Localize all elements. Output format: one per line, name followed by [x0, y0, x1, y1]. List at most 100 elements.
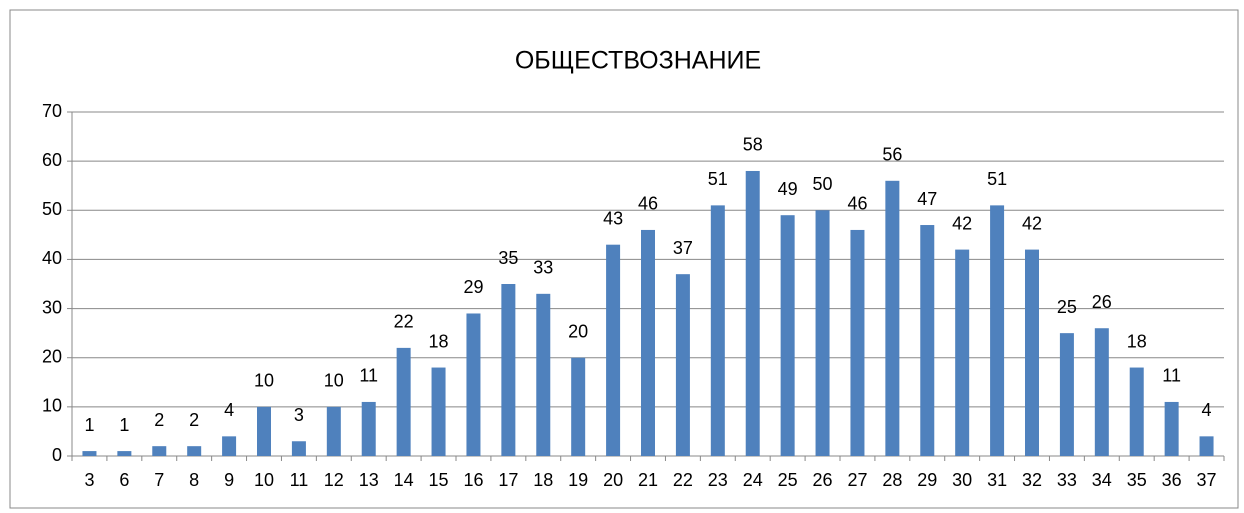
data-label: 4	[224, 400, 234, 420]
data-label: 47	[917, 189, 937, 209]
bar	[606, 244, 621, 456]
x-tick-label: 7	[154, 470, 164, 490]
data-label: 29	[463, 277, 483, 297]
x-tick-label: 17	[498, 470, 518, 490]
bar	[710, 205, 725, 456]
x-tick-label: 9	[224, 470, 234, 490]
x-tick-label: 36	[1162, 470, 1182, 490]
data-label: 33	[533, 258, 553, 278]
bar	[396, 347, 411, 456]
x-tick-label: 32	[1022, 470, 1042, 490]
data-label: 3	[294, 405, 304, 425]
bar	[641, 229, 655, 456]
data-label: 22	[394, 312, 414, 332]
y-tick-label: 0	[52, 445, 62, 465]
data-label: 25	[1057, 297, 1077, 317]
bar	[990, 205, 1005, 456]
y-tick-label: 60	[42, 150, 62, 170]
data-label: 11	[1162, 366, 1181, 386]
bar	[1199, 436, 1214, 456]
x-tick-label: 15	[429, 470, 449, 490]
x-tick-label: 10	[254, 470, 274, 490]
data-label: 2	[154, 410, 164, 430]
x-tick-label: 8	[189, 470, 199, 490]
data-label: 42	[1022, 213, 1042, 233]
x-tick-label: 19	[568, 470, 588, 490]
bar	[920, 225, 935, 456]
data-label: 35	[498, 248, 518, 268]
x-tick-label: 29	[917, 470, 937, 490]
y-tick-label: 70	[42, 101, 62, 121]
bar	[361, 401, 376, 456]
data-label: 46	[847, 194, 867, 214]
x-tick-label: 13	[359, 470, 379, 490]
bar	[152, 446, 167, 456]
data-label: 56	[882, 145, 902, 165]
x-tick-label: 33	[1057, 470, 1077, 490]
bar	[291, 441, 306, 456]
bar	[1059, 333, 1074, 456]
x-tick-label: 27	[847, 470, 867, 490]
x-tick-label: 18	[533, 470, 553, 490]
bar	[815, 210, 830, 456]
x-tick-label: 11	[290, 470, 309, 490]
y-tick-label: 40	[42, 248, 62, 268]
x-tick-label: 21	[638, 470, 658, 490]
data-label: 51	[708, 169, 728, 189]
bar	[885, 180, 900, 457]
bar	[431, 367, 446, 456]
data-label: 37	[673, 238, 693, 258]
x-tick-label: 22	[673, 470, 693, 490]
data-label: 50	[813, 174, 833, 194]
bar	[117, 451, 132, 456]
data-label: 1	[84, 415, 94, 435]
data-label: 58	[743, 135, 763, 155]
data-label: 18	[429, 331, 449, 351]
x-tick-label: 31	[987, 470, 1007, 490]
x-tick-label: 26	[813, 470, 833, 490]
y-tick-label: 50	[42, 199, 62, 219]
data-label: 49	[778, 179, 798, 199]
data-label: 11	[359, 366, 378, 386]
data-label: 4	[1202, 400, 1212, 420]
x-tick-label: 3	[84, 470, 94, 490]
bar	[1025, 249, 1039, 456]
x-tick-label: 24	[743, 470, 763, 490]
bar	[466, 313, 481, 456]
x-tick-label: 35	[1127, 470, 1147, 490]
x-tick-label: 25	[778, 470, 798, 490]
x-tick-label: 12	[324, 470, 344, 490]
data-label: 51	[987, 169, 1007, 189]
y-tick-label: 10	[42, 396, 62, 416]
y-tick-label: 30	[42, 297, 62, 317]
bar	[850, 229, 865, 456]
chart-title: ОБЩЕСТВОЗНАНИЕ	[515, 47, 761, 75]
bar	[675, 274, 690, 456]
bar	[222, 436, 237, 456]
bar	[1094, 328, 1109, 456]
bar	[1164, 401, 1179, 456]
bar	[257, 406, 271, 456]
data-label: 20	[568, 321, 588, 341]
x-tick-label: 23	[708, 470, 728, 490]
data-label: 10	[324, 371, 344, 391]
bar	[955, 249, 970, 456]
x-tick-label: 6	[119, 470, 129, 490]
x-tick-label: 16	[463, 470, 483, 490]
data-label: 2	[189, 410, 199, 430]
bar	[1129, 367, 1144, 456]
bar	[501, 284, 516, 456]
data-label: 18	[1127, 331, 1147, 351]
data-label: 10	[254, 371, 274, 391]
data-label: 43	[603, 208, 623, 228]
x-tick-label: 20	[603, 470, 623, 490]
bar	[82, 451, 97, 456]
data-label: 1	[119, 415, 129, 435]
bar	[571, 357, 586, 456]
bar	[536, 293, 551, 456]
x-tick-label: 28	[882, 470, 902, 490]
x-tick-label: 30	[952, 470, 972, 490]
x-tick-label: 34	[1092, 470, 1112, 490]
bar	[780, 215, 795, 456]
